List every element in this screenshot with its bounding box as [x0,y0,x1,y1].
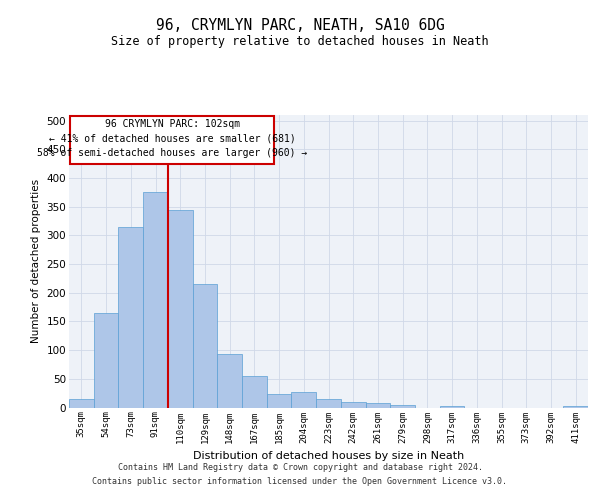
Bar [69,399,94,407]
Bar [292,392,316,407]
Bar [143,192,168,408]
Text: 96, CRYMLYN PARC, NEATH, SA10 6DG: 96, CRYMLYN PARC, NEATH, SA10 6DG [155,18,445,32]
X-axis label: Distribution of detached houses by size in Neath: Distribution of detached houses by size … [193,451,464,461]
Y-axis label: Number of detached properties: Number of detached properties [31,179,41,344]
Bar [390,405,415,407]
Bar [168,210,193,408]
Bar [217,354,242,408]
FancyBboxPatch shape [70,116,274,164]
Text: Contains public sector information licensed under the Open Government Licence v3: Contains public sector information licen… [92,478,508,486]
Bar [193,284,217,408]
Bar [365,404,390,407]
Bar [267,394,292,407]
Text: 96 CRYMLYN PARC: 102sqm
← 41% of detached houses are smaller (681)
58% of semi-d: 96 CRYMLYN PARC: 102sqm ← 41% of detache… [37,120,307,158]
Bar [341,402,365,407]
Bar [440,406,464,407]
Text: Size of property relative to detached houses in Neath: Size of property relative to detached ho… [111,35,489,48]
Text: Contains HM Land Registry data © Crown copyright and database right 2024.: Contains HM Land Registry data © Crown c… [118,462,482,471]
Bar [316,399,341,407]
Bar [242,376,267,408]
Bar [563,406,588,408]
Bar [94,313,118,408]
Bar [118,227,143,408]
